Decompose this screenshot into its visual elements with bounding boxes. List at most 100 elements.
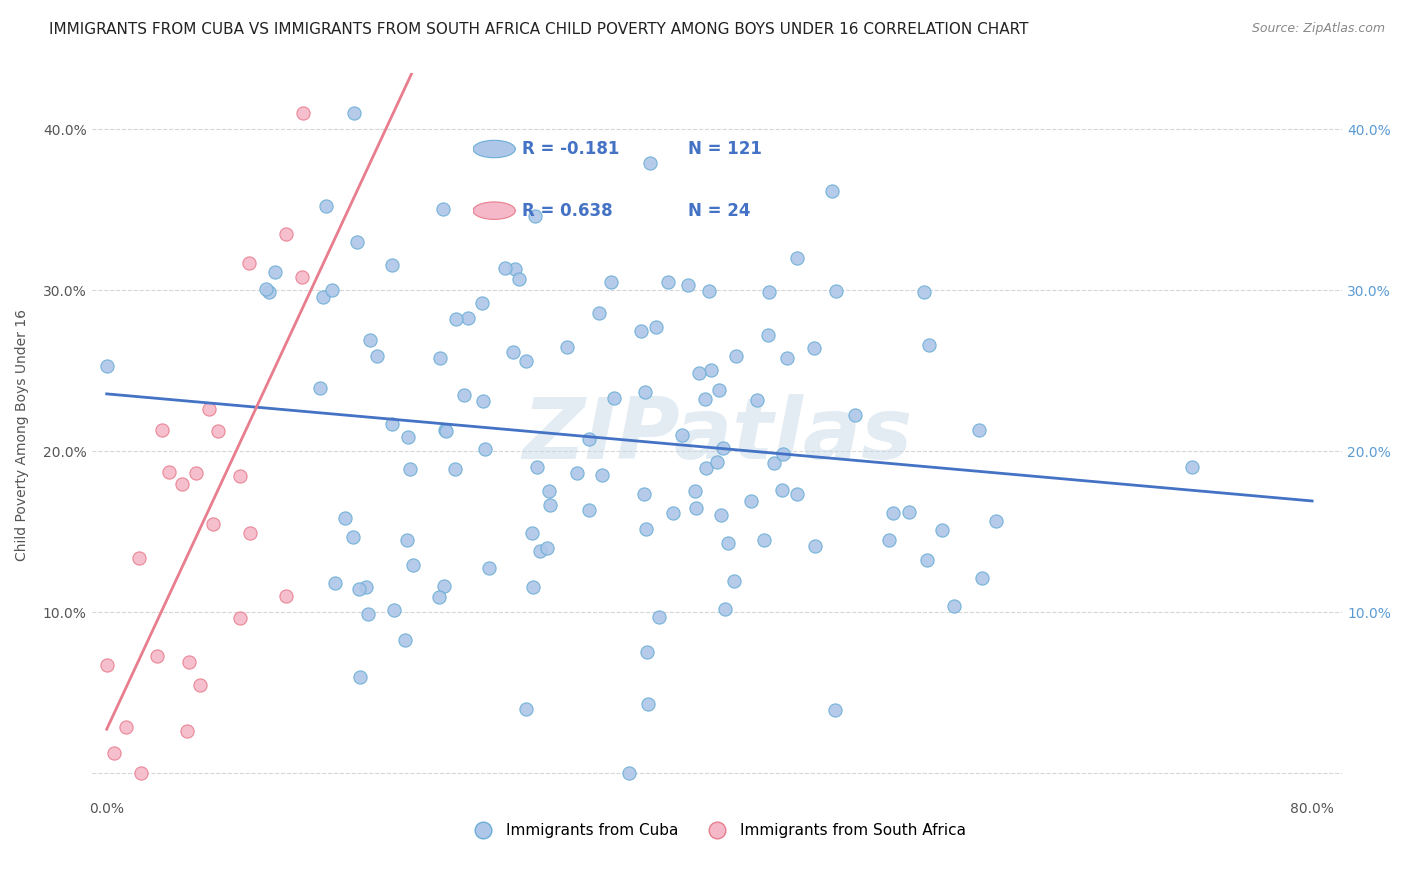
Point <box>897 505 920 519</box>
Point <box>360 333 382 347</box>
Point <box>538 498 561 512</box>
Point <box>786 486 808 500</box>
Point <box>394 632 416 647</box>
Point <box>381 258 404 272</box>
Point <box>723 574 745 588</box>
Point <box>515 702 537 716</box>
Point <box>201 516 224 531</box>
Point <box>600 275 623 289</box>
Point <box>312 290 335 304</box>
Point <box>177 655 200 669</box>
Point <box>444 461 467 475</box>
Point <box>657 275 679 289</box>
Point <box>588 306 610 320</box>
Point <box>257 285 280 300</box>
Point <box>578 432 600 446</box>
Point <box>366 349 388 363</box>
Point <box>343 106 366 120</box>
Point <box>254 282 277 296</box>
Point <box>786 251 808 265</box>
Point <box>717 536 740 550</box>
Text: IMMIGRANTS FROM CUBA VS IMMIGRANTS FROM SOUTH AFRICA CHILD POVERTY AMONG BOYS UN: IMMIGRANTS FROM CUBA VS IMMIGRANTS FROM … <box>49 22 1029 37</box>
Point <box>967 423 990 437</box>
Point <box>96 658 118 673</box>
Point <box>238 255 260 269</box>
Point <box>671 428 693 442</box>
Point <box>578 502 600 516</box>
Point <box>503 262 526 277</box>
Point <box>157 465 180 479</box>
Point <box>725 349 748 363</box>
Point <box>515 354 537 368</box>
Point <box>648 610 671 624</box>
Point <box>471 296 494 310</box>
Point <box>129 766 152 780</box>
Point <box>444 312 467 326</box>
Point <box>636 644 658 658</box>
Point <box>186 466 208 480</box>
Point <box>685 483 707 498</box>
Point <box>636 522 658 536</box>
Point <box>402 558 425 572</box>
Point <box>315 199 337 213</box>
Point <box>695 392 717 407</box>
Point <box>555 340 578 354</box>
Text: ZIPatlas: ZIPatlas <box>522 393 912 476</box>
Point <box>381 417 404 431</box>
Point <box>824 284 846 298</box>
Point <box>524 209 547 223</box>
Point <box>695 461 717 475</box>
Text: Source: ZipAtlas.com: Source: ZipAtlas.com <box>1251 22 1385 36</box>
Point <box>912 285 935 300</box>
Point <box>176 723 198 738</box>
Point <box>471 393 494 408</box>
Point <box>346 235 368 249</box>
Point <box>633 487 655 501</box>
Point <box>474 442 496 456</box>
Point <box>457 311 479 326</box>
Point <box>239 525 262 540</box>
Point <box>685 500 707 515</box>
Point <box>103 746 125 760</box>
Point <box>662 506 685 520</box>
Point <box>478 561 501 575</box>
Point <box>942 599 965 613</box>
Point <box>537 483 560 498</box>
Point <box>984 514 1007 528</box>
Point <box>436 425 458 439</box>
Point <box>264 265 287 279</box>
Point <box>770 483 793 497</box>
Point <box>342 531 364 545</box>
Point <box>931 523 953 537</box>
Point <box>396 533 419 548</box>
Point <box>427 591 450 605</box>
Point <box>114 720 136 734</box>
Point <box>229 469 252 483</box>
Point <box>128 551 150 566</box>
Point <box>763 456 786 470</box>
Point <box>824 703 846 717</box>
Point <box>776 351 799 365</box>
Point <box>565 466 588 480</box>
Point <box>526 459 548 474</box>
Point <box>603 391 626 405</box>
Point <box>820 184 842 198</box>
Point <box>453 387 475 401</box>
Point <box>536 541 558 555</box>
Point <box>522 580 544 594</box>
Point <box>844 408 866 422</box>
Point <box>198 402 221 417</box>
Point <box>710 508 733 522</box>
Point <box>432 202 454 216</box>
Point <box>520 526 543 541</box>
Point <box>917 552 939 566</box>
Point <box>274 589 297 603</box>
Point <box>399 462 422 476</box>
Point <box>676 277 699 292</box>
Point <box>688 366 710 380</box>
Point <box>335 510 357 524</box>
Point <box>429 351 451 365</box>
Point <box>433 579 456 593</box>
Point <box>772 447 794 461</box>
Point <box>747 392 769 407</box>
